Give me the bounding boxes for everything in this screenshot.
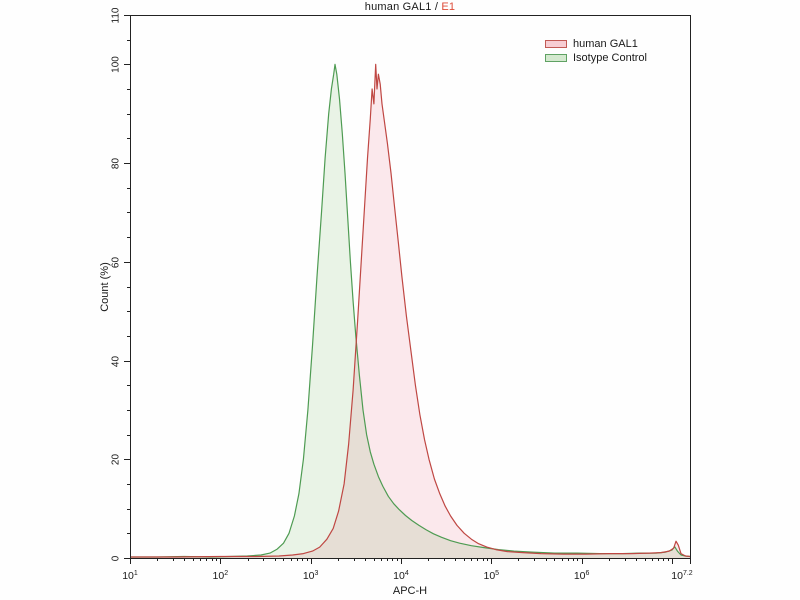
x-axis-tick-label: 103 xyxy=(303,570,319,582)
y-axis-tick-label: 110 xyxy=(111,7,122,23)
chart-title-sample-id: E1 xyxy=(441,1,456,13)
x-axis-title: APC-H xyxy=(392,585,428,597)
y-axis-tick-label: 60 xyxy=(111,257,122,269)
x-axis-tick-label: 105 xyxy=(483,570,499,582)
x-axis-tick-label: 107.2 xyxy=(671,570,693,582)
series-stroke-human-gal1 xyxy=(130,63,691,558)
y-axis-tick-label: 20 xyxy=(111,454,122,466)
x-axis-tick-label: 106 xyxy=(574,570,590,582)
legend: human GAL1 Isotype Control xyxy=(545,37,647,65)
legend-swatch-isotype-control xyxy=(545,54,567,62)
x-axis-tick-label: 101 xyxy=(122,570,138,582)
legend-label-human-gal1: human GAL1 xyxy=(573,38,638,50)
plot-border xyxy=(130,15,691,559)
chart-title: human GAL1 / E1 xyxy=(130,1,690,13)
y-axis-tick-label: 100 xyxy=(111,56,122,73)
x-axis-tick-label: 104 xyxy=(393,570,409,582)
series-fill-human-gal1 xyxy=(130,64,690,559)
legend-swatch-human-gal1 xyxy=(545,40,567,48)
y-axis-tick-label: 80 xyxy=(111,158,122,170)
series-stroke-isotype-control xyxy=(130,63,691,558)
y-axis-tick-label: 0 xyxy=(111,555,122,561)
legend-item-isotype-control: Isotype Control xyxy=(545,51,647,65)
chart-title-main: human GAL1 / xyxy=(364,1,439,13)
x-axis-tick-label: 102 xyxy=(213,570,229,582)
legend-item-human-gal1: human GAL1 xyxy=(545,37,647,51)
y-axis-title: Count (%) xyxy=(99,262,111,312)
legend-label-isotype-control: Isotype Control xyxy=(573,52,647,64)
y-axis-tick-label: 40 xyxy=(111,356,122,368)
